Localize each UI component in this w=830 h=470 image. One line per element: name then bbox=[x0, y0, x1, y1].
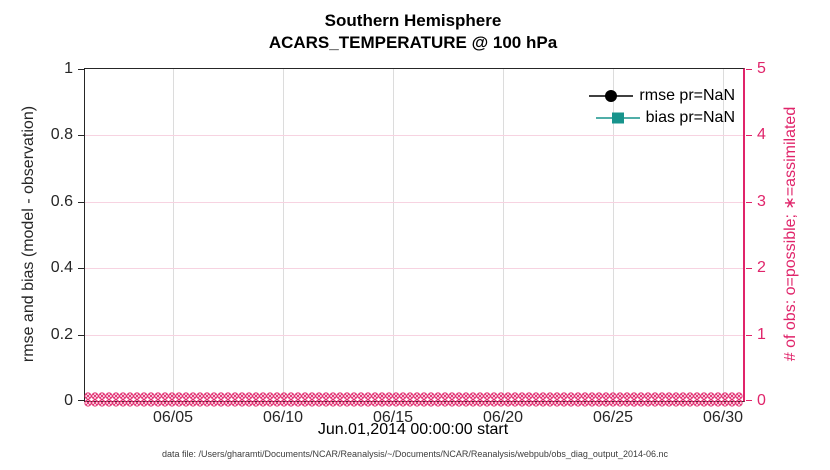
legend: rmse pr=NaN bias pr=NaN bbox=[588, 85, 735, 129]
gridline-horizontal bbox=[85, 135, 743, 136]
gridline-vertical bbox=[173, 69, 174, 401]
x-tick-label: 06/20 bbox=[482, 409, 524, 426]
gridline-vertical bbox=[393, 69, 394, 401]
left-tick bbox=[78, 135, 84, 136]
obs-count-marker-band bbox=[84, 392, 743, 407]
left-tick bbox=[78, 202, 84, 203]
x-tick-label: 06/15 bbox=[372, 409, 414, 426]
chart-title-line2: ACARS_TEMPERATURE @ 100 hPa bbox=[268, 33, 558, 52]
left-y-axis-title: rmse and bias (model - observation) bbox=[20, 105, 37, 363]
legend-label-bias: bias pr=NaN bbox=[645, 109, 735, 126]
left-tick-label: 0.6 bbox=[50, 193, 73, 210]
right-tick-label: 5 bbox=[757, 60, 766, 77]
gridline-horizontal bbox=[85, 202, 743, 203]
gridline-vertical bbox=[613, 69, 614, 401]
x-axis-title: Jun.01,2014 00:00:00 start bbox=[317, 421, 509, 438]
left-tick-label: 1 bbox=[64, 60, 73, 77]
legend-label-rmse: rmse pr=NaN bbox=[639, 87, 735, 104]
left-tick bbox=[78, 400, 84, 401]
plot-area: 0 0.2 0.4 0.6 0.8 1 0 1 2 3 4 5 06/05 06… bbox=[51, 60, 766, 426]
right-tick bbox=[746, 268, 752, 269]
left-tick bbox=[78, 69, 84, 70]
left-tick bbox=[78, 268, 84, 269]
left-tick-label: 0.2 bbox=[50, 326, 73, 343]
right-tick bbox=[746, 335, 752, 336]
gridline-horizontal bbox=[85, 268, 743, 269]
chart-title: Southern Hemisphere ACARS_TEMPERATURE @ … bbox=[84, 10, 742, 54]
right-y-axis-title: # of obs: o=possible; ∗=assimilated bbox=[782, 106, 799, 362]
right-tick bbox=[746, 400, 752, 401]
left-tick bbox=[78, 335, 84, 336]
gridline-vertical bbox=[503, 69, 504, 401]
right-tick-label: 3 bbox=[757, 193, 766, 210]
right-tick bbox=[746, 135, 752, 136]
gridline-horizontal bbox=[85, 335, 743, 336]
legend-item-bias: bias pr=NaN bbox=[588, 107, 735, 129]
left-tick-label: 0.4 bbox=[50, 259, 73, 276]
gridline-vertical bbox=[723, 69, 724, 401]
x-tick-label: 06/05 bbox=[152, 409, 194, 426]
right-tick-label: 4 bbox=[757, 126, 766, 143]
gridline-vertical bbox=[283, 69, 284, 401]
legend-item-rmse: rmse pr=NaN bbox=[588, 85, 735, 107]
right-tick-label: 2 bbox=[757, 259, 766, 276]
data-file-caption: data file: /Users/gharamti/Documents/NCA… bbox=[161, 449, 668, 459]
bias-line-square-marker-icon bbox=[595, 112, 640, 124]
rmse-line-circle-marker-icon bbox=[589, 90, 634, 102]
x-tick-label: 06/30 bbox=[702, 409, 744, 426]
x-tick-label: 06/25 bbox=[592, 409, 634, 426]
x-tick-label: 06/10 bbox=[262, 409, 304, 426]
right-tick bbox=[746, 202, 752, 203]
right-tick-label: 1 bbox=[757, 326, 766, 343]
right-tick-label: 0 bbox=[757, 392, 766, 409]
right-tick bbox=[746, 69, 752, 70]
left-tick-label: 0.8 bbox=[50, 126, 73, 143]
left-tick-label: 0 bbox=[64, 392, 73, 409]
chart-title-line1: Southern Hemisphere bbox=[324, 11, 502, 30]
